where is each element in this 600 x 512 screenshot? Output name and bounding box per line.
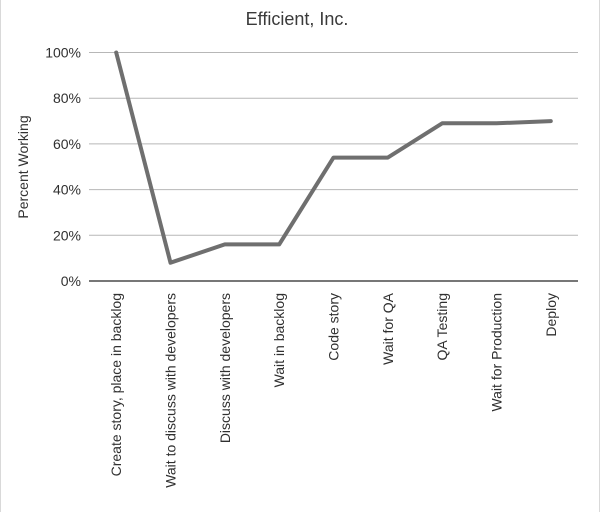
x-category-label: Wait in backlog	[271, 293, 287, 387]
x-category-label: QA Testing	[434, 293, 450, 360]
x-category-label: Wait for Production	[489, 293, 505, 412]
y-tick-label: 80%	[53, 90, 81, 106]
x-category-label: Deploy	[543, 293, 559, 337]
x-category-label: Code story	[326, 293, 342, 361]
x-category-label: Create story, place in backlog	[108, 293, 124, 476]
x-category-label: Wait for QA	[380, 292, 396, 364]
y-tick-label: 100%	[45, 45, 81, 61]
x-category-label: Discuss with developers	[217, 293, 233, 443]
data-series-line	[114, 50, 553, 265]
y-tick-label: 60%	[53, 136, 81, 152]
y-tick-label: 40%	[53, 182, 81, 198]
x-category-label: Wait to discuss with developers	[163, 293, 179, 488]
y-tick-label: 0%	[61, 273, 81, 289]
chart-title: Efficient, Inc.	[245, 9, 349, 29]
y-tick-label: 20%	[53, 227, 81, 243]
